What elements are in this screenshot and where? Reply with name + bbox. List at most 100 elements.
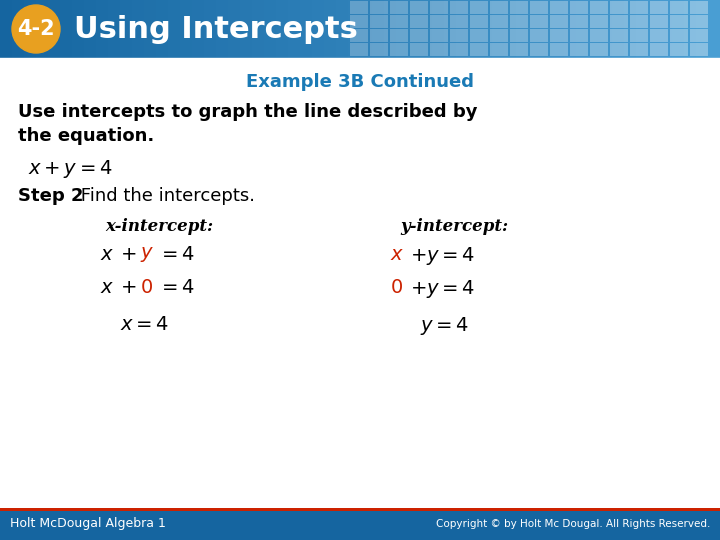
Bar [456,0,469,58]
Bar [420,0,433,58]
Bar [588,0,601,58]
Bar [590,1,608,14]
Bar [350,29,368,42]
Bar [410,29,428,42]
Bar [470,43,488,56]
Text: $x = 4$: $x = 4$ [120,315,169,334]
Bar [48,0,61,58]
Bar [384,0,397,58]
Bar [630,1,648,14]
Bar [240,0,253,58]
Bar [490,15,508,28]
Bar [530,1,548,14]
Bar [510,1,528,14]
Bar [300,0,313,58]
Bar [696,0,709,58]
Bar [670,29,688,42]
Bar [24,0,37,58]
Bar [228,0,241,58]
Bar [590,29,608,42]
Bar [288,0,301,58]
Text: $+ y = 4$: $+ y = 4$ [410,278,475,300]
Bar [370,15,388,28]
Bar [370,29,388,42]
Bar [348,0,361,58]
Bar [516,0,529,58]
Bar [630,15,648,28]
Bar [468,0,481,58]
FancyBboxPatch shape [0,0,380,58]
Bar [132,0,145,58]
Bar [390,15,408,28]
Bar [60,0,73,58]
Bar [432,0,445,58]
Bar [350,15,368,28]
Bar [336,0,349,58]
Bar [564,0,577,58]
Bar [550,43,568,56]
Bar [0,0,13,58]
Bar [360,0,373,58]
Bar [408,0,421,58]
FancyBboxPatch shape [380,0,720,58]
Bar [370,1,388,14]
Bar [650,29,668,42]
Bar [576,0,589,58]
Bar [630,43,648,56]
Bar [156,0,169,58]
Bar [570,1,588,14]
Text: Use intercepts to graph the line described by
the equation.: Use intercepts to graph the line describ… [18,103,477,145]
Bar [708,0,720,58]
Text: $+$: $+$ [120,278,136,297]
Bar [590,43,608,56]
Bar [510,15,528,28]
Bar [550,15,568,28]
Text: $= 4$: $= 4$ [158,278,195,297]
Text: $x$: $x$ [390,245,404,264]
Bar [410,1,428,14]
Bar [430,29,448,42]
Bar [690,29,708,42]
Bar [470,1,488,14]
Bar [610,15,628,28]
Bar [650,43,668,56]
Text: $x$: $x$ [100,245,114,264]
Bar [490,1,508,14]
Bar [450,43,468,56]
Text: Step 2: Step 2 [18,187,84,205]
Bar [670,43,688,56]
Bar [12,0,25,58]
Bar [430,1,448,14]
Bar [490,43,508,56]
Text: $x$: $x$ [100,278,114,297]
Bar [216,0,229,58]
Bar [610,1,628,14]
Bar [204,0,217,58]
Bar [672,0,685,58]
Text: x-intercept:: x-intercept: [105,218,213,235]
Bar [410,15,428,28]
Bar [590,15,608,28]
Text: $y = 4$: $y = 4$ [420,315,469,337]
Bar [684,0,697,58]
Bar [430,43,448,56]
Bar [660,0,673,58]
Text: $= 4$: $= 4$ [158,245,195,264]
Bar [636,0,649,58]
Bar [180,0,193,58]
Bar [450,1,468,14]
Bar [530,43,548,56]
Bar [372,0,385,58]
Bar [252,0,265,58]
Text: $y$: $y$ [140,245,154,264]
Bar [492,0,505,58]
Bar [312,0,325,58]
Text: $+$: $+$ [120,245,136,264]
Text: y-intercept:: y-intercept: [400,218,508,235]
Bar [450,29,468,42]
Bar [530,29,548,42]
Text: $+ y = 4$: $+ y = 4$ [410,245,475,267]
Bar [612,0,625,58]
Bar [552,0,565,58]
Bar [0,508,720,510]
